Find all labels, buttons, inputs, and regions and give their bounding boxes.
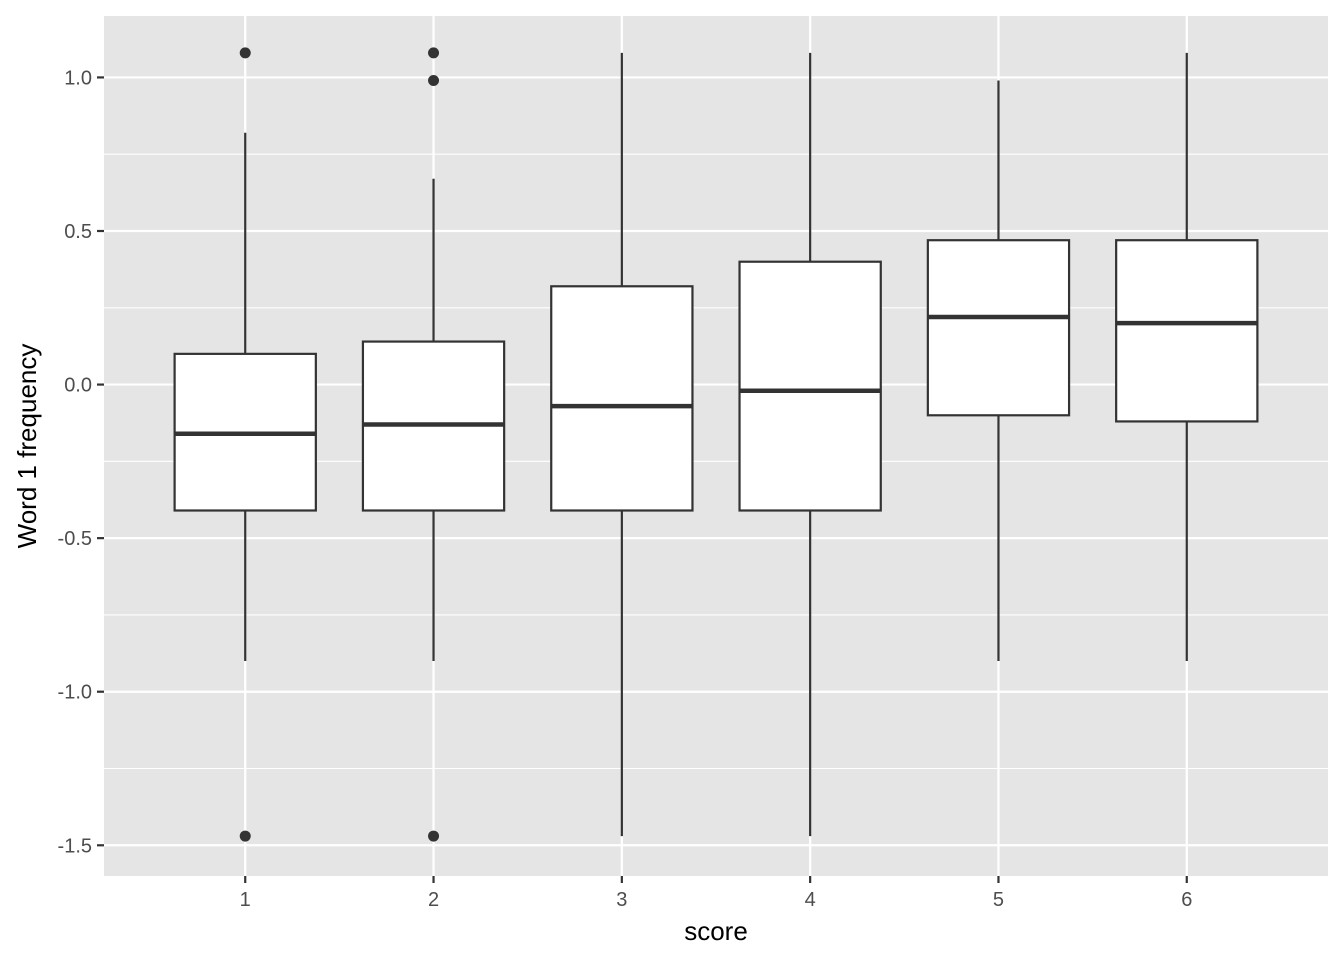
outlier-point	[239, 830, 251, 842]
x-tick-label: 5	[993, 889, 1004, 911]
y-axis-title: Word 1 frequency	[12, 344, 42, 549]
box-category-3	[550, 52, 694, 837]
iqr-box	[738, 260, 882, 512]
x-tick-label: 3	[616, 889, 627, 911]
y-tick-label: 1.0	[64, 67, 92, 89]
y-tick-label: -1.0	[58, 682, 92, 704]
box-category-2	[361, 47, 506, 842]
x-axis: 1 2 3 4 5 6	[240, 876, 1192, 911]
y-tick-label: -1.5	[58, 835, 92, 857]
outlier-point	[428, 830, 440, 842]
outlier-point	[428, 75, 440, 86]
outlier-point	[428, 47, 440, 59]
y-tick-label: 0.0	[64, 375, 92, 397]
iqr-box	[550, 285, 694, 512]
iqr-box	[1115, 239, 1259, 423]
x-tick-label: 6	[1181, 889, 1192, 911]
x-tick-label: 4	[805, 889, 816, 911]
box-category-4	[738, 52, 882, 837]
box-category-5	[926, 80, 1071, 661]
y-tick-label: -0.5	[58, 528, 92, 550]
y-tick-label: 0.5	[64, 221, 92, 243]
iqr-box	[926, 239, 1071, 417]
boxes	[173, 47, 1259, 842]
x-tick-label: 1	[240, 889, 251, 911]
box-category-6	[1115, 52, 1259, 661]
box-category-1	[173, 47, 317, 842]
outlier-point	[239, 47, 251, 59]
y-axis: 1.0 0.5 0.0 -0.5 -1.0 -1.5	[58, 67, 104, 857]
x-tick-label: 2	[428, 889, 439, 911]
x-axis-title: score	[684, 916, 748, 946]
